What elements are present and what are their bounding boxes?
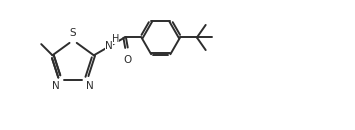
Text: N: N bbox=[52, 81, 60, 91]
Text: N: N bbox=[105, 41, 113, 51]
Text: N: N bbox=[86, 81, 94, 91]
Text: S: S bbox=[70, 28, 76, 38]
Text: H: H bbox=[112, 34, 119, 44]
Text: O: O bbox=[123, 55, 131, 65]
